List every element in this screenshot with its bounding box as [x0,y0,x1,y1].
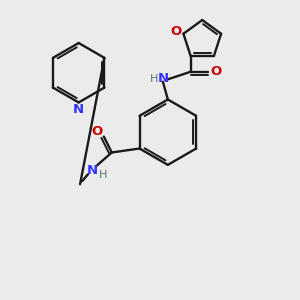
Text: O: O [171,25,182,38]
Text: H: H [99,170,107,180]
Text: O: O [91,125,103,138]
Text: H: H [150,74,158,84]
Text: N: N [73,103,84,116]
Text: O: O [211,65,222,78]
Text: N: N [86,164,98,177]
Text: N: N [157,72,168,85]
